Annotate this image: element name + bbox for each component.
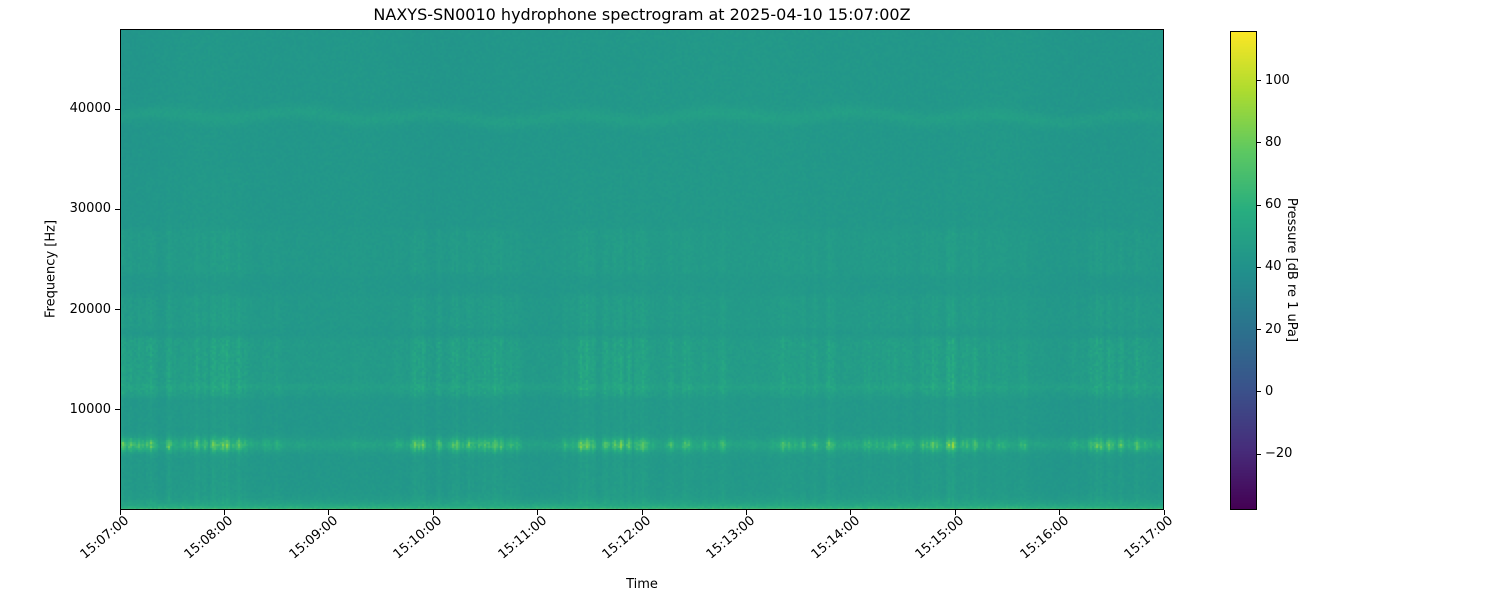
y-tick-label: 10000 [69, 401, 111, 417]
colorbar-tick-mark [1257, 329, 1261, 331]
colorbar-label: Pressure [dB re 1 uPa] [1284, 197, 1299, 343]
spectrogram-heatmap [120, 29, 1164, 510]
colorbar-tick-mark [1257, 204, 1261, 206]
x-axis-label: Time [626, 577, 658, 592]
x-tick-label: 15:07:00 [77, 513, 132, 563]
y-tick-mark [115, 409, 120, 411]
colorbar-tick-mark [1257, 453, 1261, 455]
x-tick-mark [641, 510, 643, 515]
colorbar-tick-label: 40 [1265, 259, 1282, 275]
x-tick-mark [119, 510, 121, 515]
colorbar-tick-mark [1257, 391, 1261, 393]
colorbar-tick-label: 60 [1265, 197, 1282, 213]
x-tick-mark [537, 510, 539, 515]
y-tick-label: 30000 [69, 201, 111, 217]
x-tick-mark [1059, 510, 1061, 515]
x-tick-mark [745, 510, 747, 515]
x-tick-mark [432, 510, 434, 515]
chart-title: NAXYS-SN0010 hydrophone spectrogram at 2… [373, 5, 911, 24]
y-tick-mark [115, 309, 120, 311]
colorbar-tick-mark [1257, 80, 1261, 82]
x-tick-mark [954, 510, 956, 515]
colorbar-tick-label: 80 [1265, 134, 1282, 150]
colorbar-tick-mark [1257, 266, 1261, 268]
y-tick-label: 40000 [69, 101, 111, 117]
colorbar-tick-label: 100 [1265, 72, 1290, 88]
colorbar-tick-label: 20 [1265, 321, 1282, 337]
x-tick-mark [850, 510, 852, 515]
x-tick-mark [1163, 510, 1165, 515]
x-tick-mark [328, 510, 330, 515]
y-tick-label: 20000 [69, 301, 111, 317]
colorbar-tick-label: −20 [1265, 446, 1293, 461]
y-axis-label: Frequency [Hz] [43, 219, 59, 319]
x-tick-mark [223, 510, 225, 515]
colorbar-tick-mark [1257, 142, 1261, 144]
colorbar-gradient [1230, 31, 1257, 510]
y-tick-mark [115, 208, 120, 210]
colorbar-tick-label: 0 [1265, 383, 1274, 399]
y-tick-mark [115, 108, 120, 110]
